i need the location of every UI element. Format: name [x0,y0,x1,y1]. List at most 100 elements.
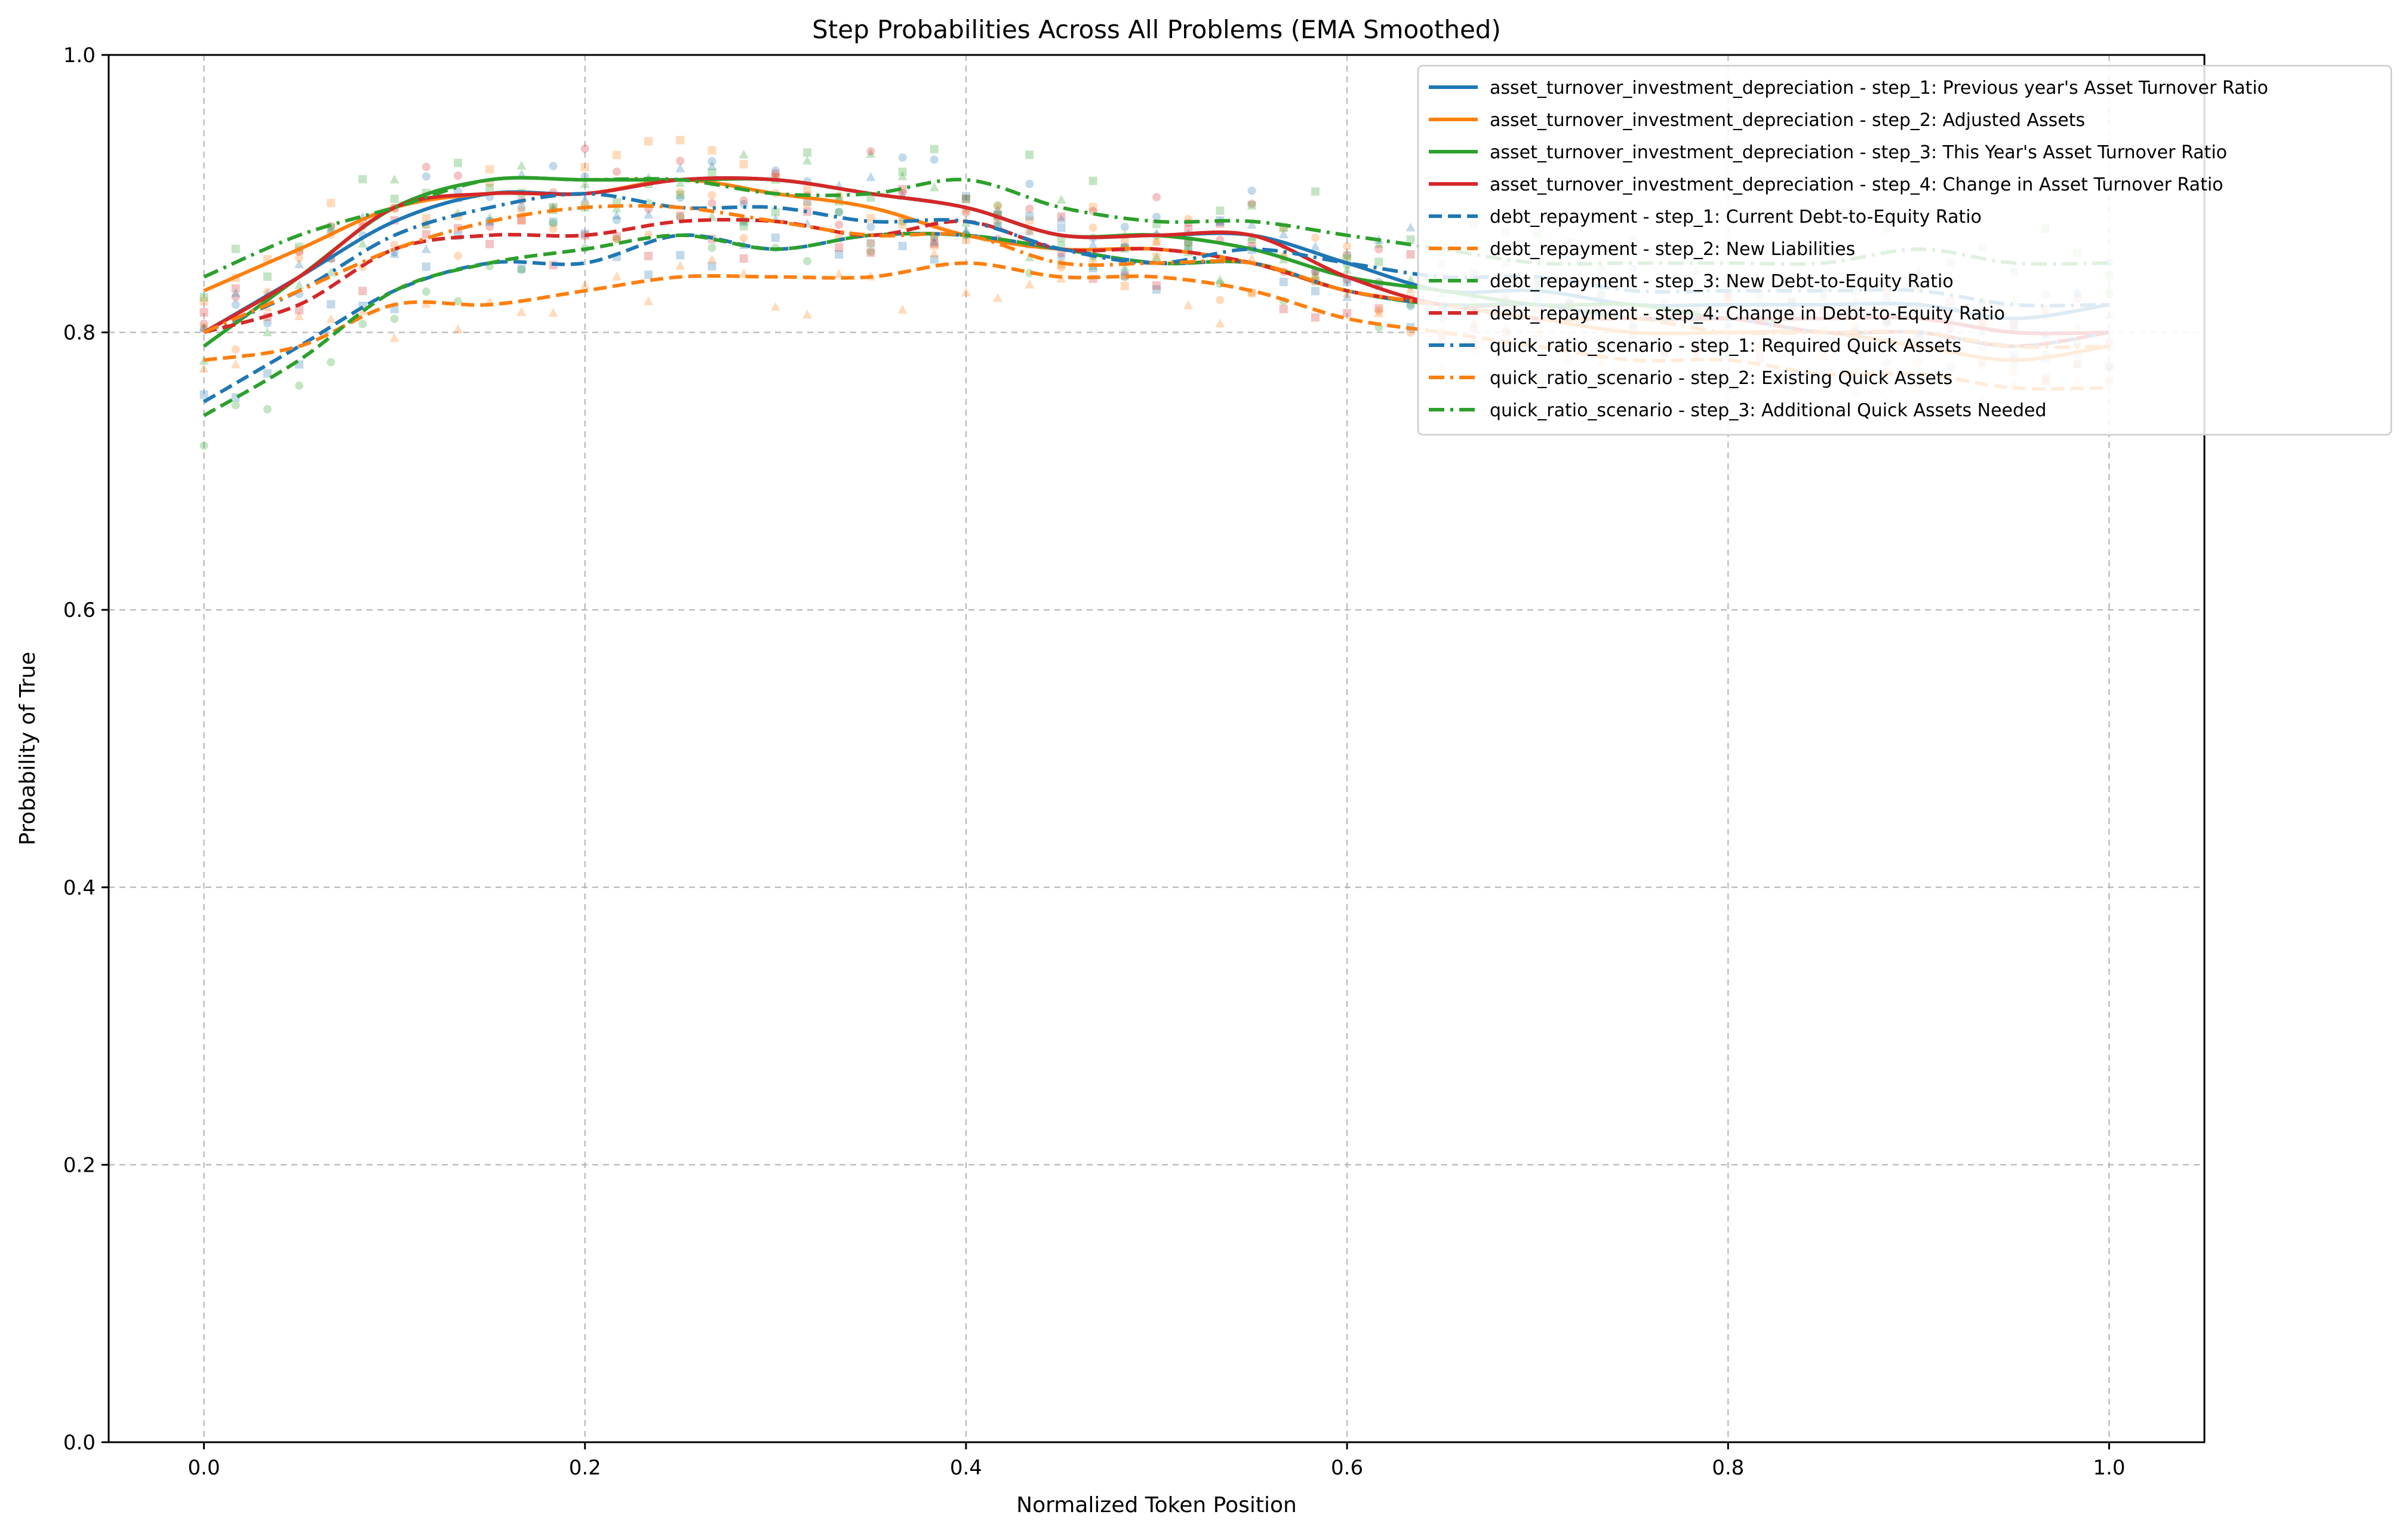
sample-marker [1025,279,1035,289]
sample-marker [199,297,208,306]
legend-label: asset_turnover_investment_depreciation -… [1490,142,2227,163]
y-tick-label: 1.0 [63,44,96,67]
sample-marker [866,214,875,223]
sample-marker [389,248,399,258]
sample-marker [422,214,430,223]
sample-marker [231,293,240,302]
sample-marker [834,269,844,278]
sample-marker [612,235,621,244]
sample-marker [1247,253,1257,263]
sample-marker [231,284,240,293]
sample-marker [1025,226,1035,235]
sample-marker [454,158,462,167]
sample-marker [390,195,399,204]
sample-marker [866,248,875,257]
sample-marker [771,208,780,217]
sample-marker [422,287,430,296]
sample-marker [263,405,272,414]
sample-marker [295,254,304,263]
sample-marker [389,174,399,184]
sample-marker [739,160,748,169]
sample-marker [708,262,716,271]
sample-marker [676,188,685,196]
sample-marker [707,254,717,264]
sample-marker [517,264,526,273]
sample-marker [1025,252,1035,262]
sample-marker [1406,302,1415,311]
y-tick-label: 0.2 [63,1153,96,1177]
sample-marker [897,171,908,180]
sample-marker [993,219,1003,229]
sample-marker [675,163,685,173]
sample-marker [1406,222,1416,232]
sample-marker [1406,328,1415,337]
sample-marker [961,287,971,297]
sample-marker [644,137,653,146]
sample-marker [1088,176,1097,185]
sample-marker [898,241,907,250]
sample-marker [548,308,558,317]
sample-marker [326,224,336,234]
sample-marker [199,293,208,302]
sample-marker [1216,296,1225,305]
sample-marker [802,155,812,165]
sample-marker [707,161,717,170]
sample-marker [739,196,748,205]
plot-frame [107,54,2206,1443]
x-tick-label: 0.8 [1712,1456,1744,1480]
sample-marker [517,216,526,225]
sample-marker [1343,278,1352,287]
sample-marker [1247,186,1256,195]
sample-marker [199,441,208,450]
legend-label: quick_ratio_scenario - step_2: Existing … [1490,368,1952,389]
sample-marker [1057,253,1066,262]
sample-marker [549,225,558,234]
sample-marker [358,175,367,184]
sample-marker [294,279,305,289]
sample-marker [676,251,685,260]
sample-marker [1025,204,1034,213]
sample-marker [803,199,811,208]
sample-marker [612,216,621,225]
sample-marker [835,250,844,259]
sample-marker [1025,216,1034,225]
sample-marker [1374,245,1383,254]
sample-marker [1310,269,1320,278]
sample-marker [1216,206,1225,215]
sample-marker [517,216,526,225]
sample-marker [549,219,558,228]
sample-marker [612,232,621,241]
sample-marker [263,319,272,328]
sample-marker [708,199,716,208]
sample-marker [1374,257,1383,266]
sample-marker [1278,229,1288,238]
sample-marker [1152,213,1161,222]
legend-label: asset_turnover_investment_depreciation -… [1490,174,2224,195]
x-tick-label: 0.4 [950,1456,982,1480]
sample-marker [771,233,780,242]
sample-marker [929,248,939,258]
sample-marker [263,369,272,378]
sample-marker [1152,285,1161,294]
legend-label: debt_repayment - step_4: Change in Debt-… [1490,303,2005,324]
sample-marker [1152,237,1161,246]
sample-marker [961,195,970,204]
x-tick-label: 0.0 [188,1456,220,1480]
sample-marker [611,203,622,213]
sample-marker [929,182,939,192]
sample-marker [930,241,939,250]
sample-marker [1406,235,1415,244]
legend-label: quick_ratio_scenario - step_3: Additiona… [1490,400,2047,421]
sample-marker [327,358,336,367]
sample-marker [516,160,527,170]
sample-marker [294,311,305,321]
sample-marker [930,255,939,264]
sample-marker [231,300,240,309]
sample-marker [708,168,716,177]
sample-marker [1343,251,1352,260]
y-axis-title: Probability of True [16,652,40,845]
sample-marker [1152,236,1161,246]
sample-marker [961,194,970,203]
sample-marker [326,267,336,276]
sample-marker [675,177,685,187]
